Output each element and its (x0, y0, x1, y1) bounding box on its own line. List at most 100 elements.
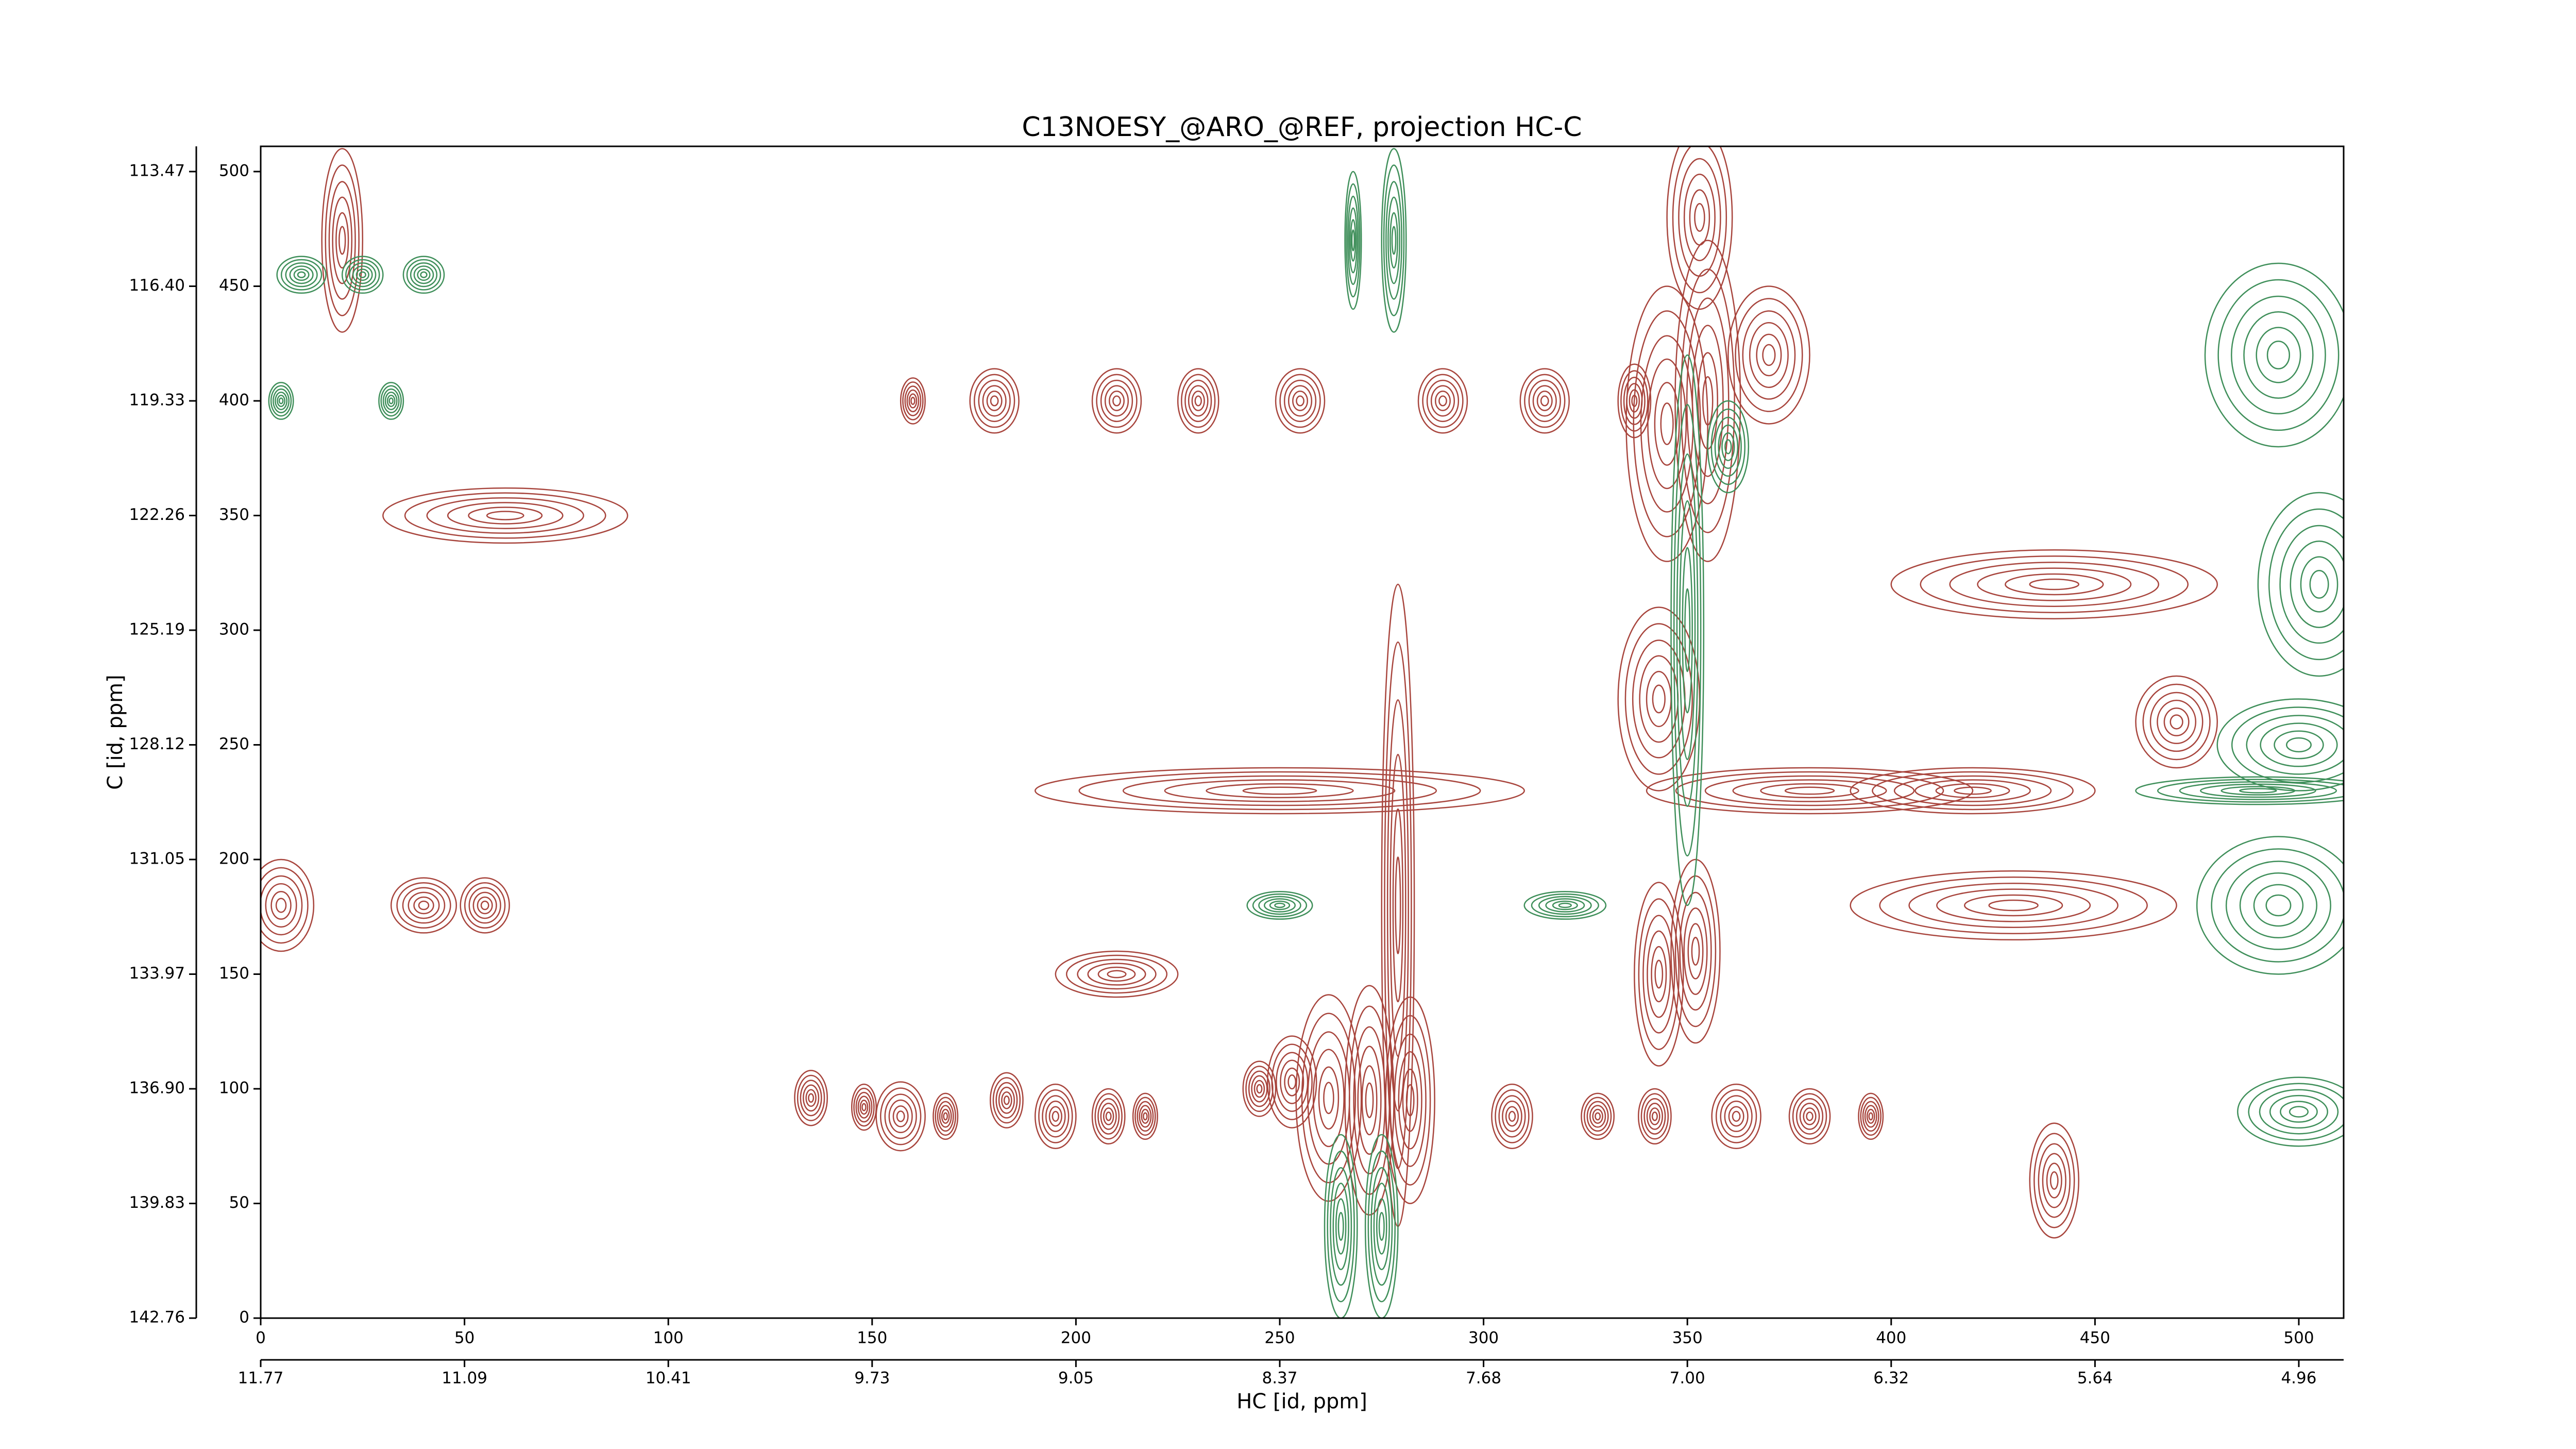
contour-line (1649, 1107, 1660, 1125)
contour-line (857, 1096, 871, 1119)
x-tick-label: 150 (857, 1329, 887, 1347)
contour-line (937, 1101, 954, 1132)
contour-line (1646, 670, 1672, 728)
contour-line (1792, 1093, 1827, 1140)
contour-line (1097, 966, 1136, 982)
contour-line (382, 487, 629, 544)
contour-line (2266, 341, 2291, 369)
contour-line (2279, 525, 2344, 644)
contour-line (1864, 1105, 1877, 1128)
contour-line (1206, 783, 1354, 799)
contour-line (2289, 1106, 2309, 1118)
contour-line (1687, 923, 1704, 980)
contour-line (1850, 870, 2177, 940)
contour-line (805, 1089, 817, 1107)
contour-line (1266, 1035, 1317, 1128)
contour-line (1122, 775, 1437, 806)
contour-line (345, 259, 380, 291)
contour-line (1107, 970, 1127, 979)
contour-line (2231, 706, 2344, 783)
contour-line (800, 1080, 822, 1117)
contour-line (1038, 1089, 1073, 1143)
contour-line (2149, 692, 2204, 752)
contour-line (1756, 333, 1782, 377)
contour-line (1097, 1098, 1120, 1135)
contour-line (1893, 775, 2052, 806)
contour-line (1134, 1097, 1156, 1136)
contour-line (1540, 395, 1549, 407)
y-tick-label: 250 (219, 735, 249, 753)
x2-tick-label: 9.73 (854, 1369, 890, 1388)
contour-line (468, 507, 543, 525)
contour-line (1762, 344, 1776, 366)
contour-line (1495, 1089, 1530, 1143)
contour-line (1581, 1092, 1615, 1140)
contour-line (1679, 500, 1696, 761)
contour-line (1803, 1107, 1817, 1125)
x2-tick-label: 7.68 (1466, 1369, 1501, 1388)
contour-line (1246, 891, 1313, 920)
contour-line (904, 385, 922, 416)
contour-line (1683, 174, 1716, 261)
contour-line (1498, 1095, 1526, 1138)
contour-line (1732, 779, 1887, 802)
contour-line (359, 271, 366, 278)
contour-line (1868, 1112, 1874, 1121)
contour-line (328, 181, 356, 300)
contour-line (1647, 358, 1687, 490)
contour-line (969, 368, 1020, 434)
contour-line (853, 1087, 875, 1127)
y2-tick-label: 116.40 (129, 276, 185, 295)
contour-line (1788, 1088, 1831, 1145)
contour-line (460, 877, 510, 934)
contour-line (2163, 707, 2190, 736)
contour-line (1674, 240, 1741, 562)
contour-line (486, 511, 524, 520)
y2-tick-label: 119.33 (129, 391, 185, 409)
contour-line (908, 393, 918, 409)
contour-line (1735, 298, 1803, 412)
contour-line (321, 148, 364, 333)
contour-line (261, 858, 315, 952)
contour-line (1920, 555, 2189, 613)
contour-line (275, 391, 287, 410)
contour-line (335, 212, 349, 269)
plot-frame (260, 145, 2345, 1319)
y2-tick-label: 142.76 (129, 1308, 185, 1327)
contour-line (1141, 1108, 1150, 1124)
contour-line (352, 265, 373, 284)
contour-line (2033, 1133, 2075, 1228)
contour-line (280, 259, 323, 291)
contour-line (1376, 1198, 1387, 1255)
contour-line (386, 395, 396, 407)
contour-line (1307, 1031, 1350, 1165)
contour-line (1332, 1183, 1349, 1270)
contour-line (1143, 1112, 1148, 1121)
contour-line (888, 1099, 913, 1134)
contour-line (1694, 203, 1705, 232)
contour-line (1426, 379, 1460, 423)
contour-line (2135, 675, 2218, 769)
contour-line (2157, 699, 2197, 745)
contour-line (408, 891, 440, 919)
contour-line (2246, 715, 2344, 775)
contour-line (1508, 1110, 1516, 1122)
contour-line (1732, 1110, 1741, 1122)
contour-line (1052, 1110, 1060, 1122)
x-tick-label: 450 (2080, 1329, 2110, 1347)
x2-tick-label: 5.64 (2077, 1369, 2113, 1388)
contour-line (278, 397, 284, 405)
contour-line (1617, 606, 1701, 791)
contour-line (1675, 771, 1944, 811)
contour-line (902, 381, 924, 420)
contour-line (1988, 899, 2039, 912)
contour-line (2170, 714, 2183, 730)
contour-line (1042, 1095, 1070, 1138)
contour-line (1035, 767, 1525, 815)
contour-line (380, 385, 402, 417)
contour-line (1003, 1095, 1010, 1105)
contour-line (1386, 699, 1409, 1111)
contour-line (1387, 196, 1400, 284)
contour-line (390, 877, 457, 934)
contour-line (1860, 1097, 1882, 1136)
